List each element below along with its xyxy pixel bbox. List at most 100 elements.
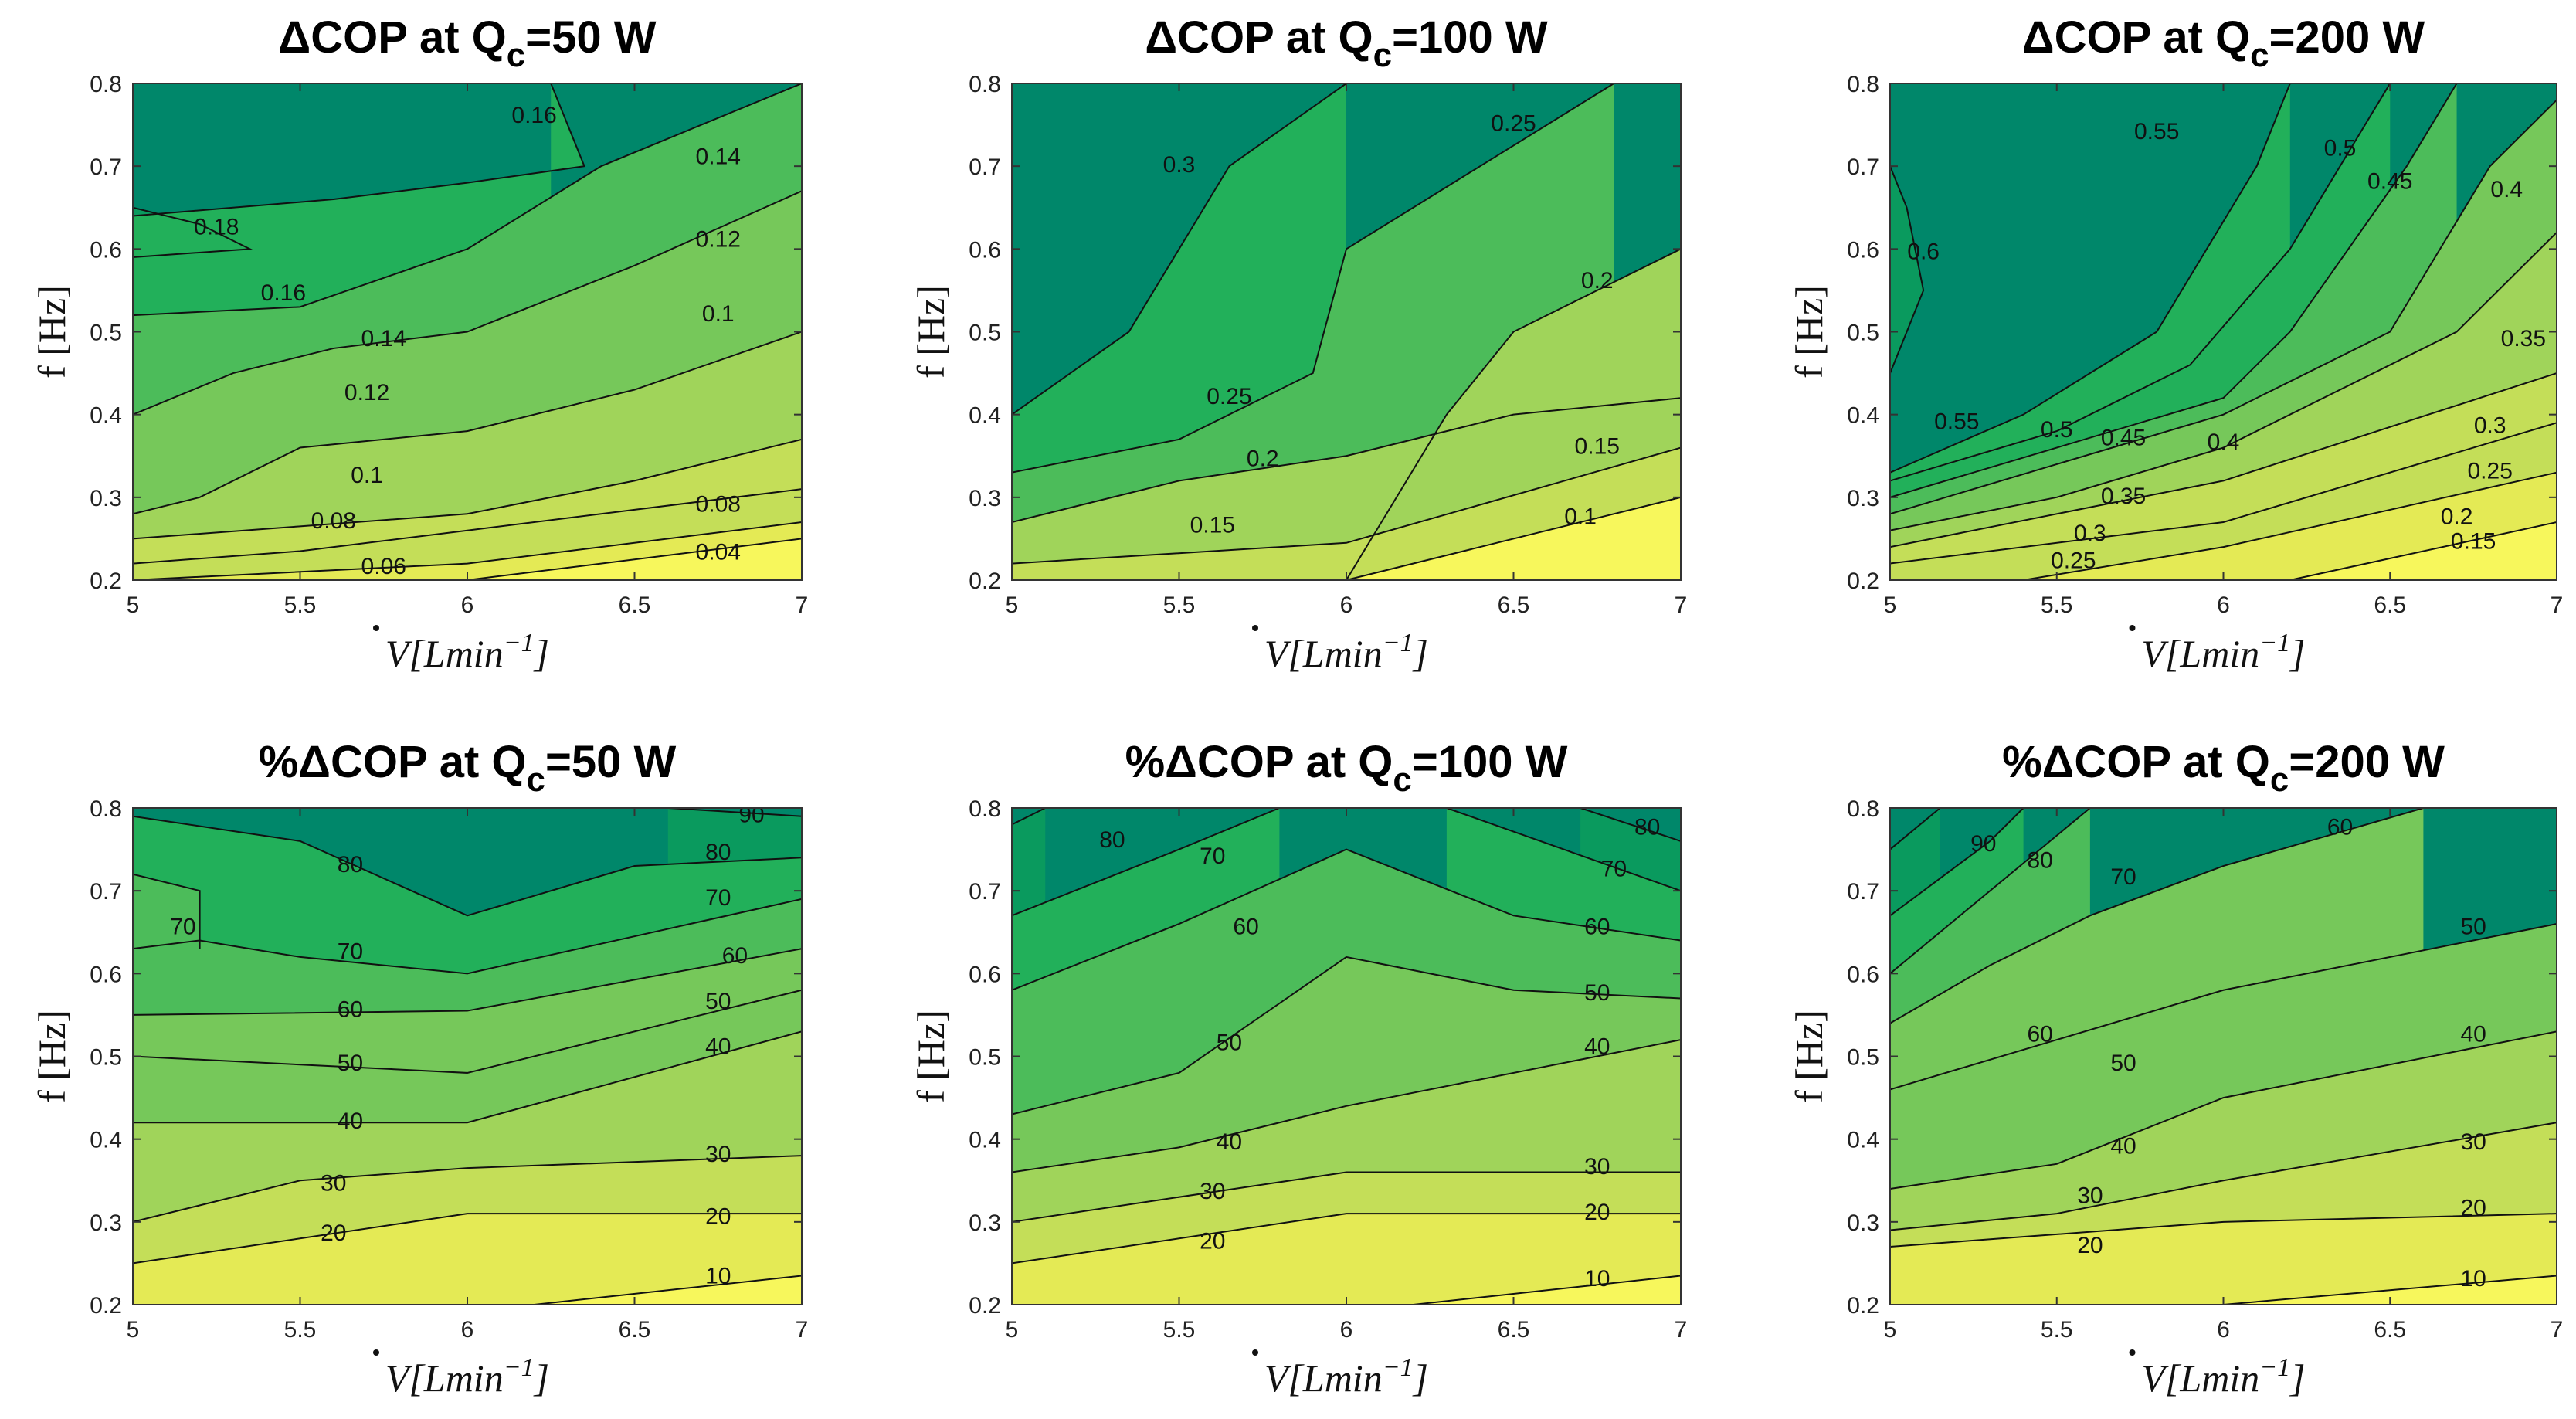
contour-line-30 — [1890, 1122, 2557, 1231]
contour-line-0.06 — [133, 521, 802, 580]
x-label-dot — [2129, 1349, 2136, 1356]
contour-label: 0.15 — [2451, 529, 2496, 555]
contour-label: 30 — [705, 1142, 731, 1167]
contour-line-90 — [667, 808, 802, 817]
x-axis-label: V[Lmin−1] — [385, 1353, 549, 1400]
contour-line-60 — [1012, 848, 1681, 991]
contour-label: 80 — [1099, 827, 1125, 853]
contour-line-0.08 — [133, 438, 802, 540]
x-tick-label: 7 — [2551, 1317, 2564, 1343]
contour-label: 0.14 — [361, 326, 406, 351]
contour-fill-group: 90 80 70 60 60 50 50 40 40 30 30 20 20 10 — [1890, 808, 2557, 1305]
contour-label: 60 — [1233, 914, 1258, 939]
x-tick-label: 5 — [1884, 1317, 1897, 1343]
contour-line-0.2 — [2023, 471, 2557, 580]
contour-line-0.2 — [1346, 248, 1681, 580]
contour-line-0.5 — [1890, 83, 2391, 482]
contour-label: 60 — [722, 943, 748, 969]
x-tick-label: 6 — [2217, 592, 2230, 618]
y-tick-label: 0.8 — [969, 72, 1001, 97]
contour-line-50 — [133, 989, 802, 1074]
y-tick-label: 0.3 — [90, 1210, 122, 1236]
x-tick-label: 6 — [2217, 1317, 2230, 1343]
x-label-dot — [373, 625, 379, 631]
contour-label: 70 — [170, 914, 195, 939]
contour-band-20 — [133, 1214, 802, 1305]
y-tick-label: 0.6 — [1847, 237, 1879, 263]
y-tick-label: 0.8 — [1847, 796, 1879, 822]
contour-line-20 — [1890, 1213, 2557, 1248]
contour-label: 0.2 — [2441, 504, 2473, 530]
x-axis-label: V[Lmin−1] — [1264, 1353, 1428, 1400]
contour-line-20 — [1012, 1213, 1681, 1265]
panel-title: ΔCOP at Qc=200 W — [2022, 12, 2425, 74]
contour-label: 70 — [338, 939, 363, 964]
x-tick-label: 5.5 — [284, 592, 317, 618]
contour-fill-group: 0.550.50.45 0.40.60.350.55 0.5 0.45 0.40.30.… — [1890, 83, 2557, 580]
panel-title: %ΔCOP at Qc=50 W — [259, 737, 677, 799]
contour-label: 0.25 — [2051, 548, 2096, 573]
contour-line-90 — [1890, 808, 1941, 850]
contour-line-0.16 — [133, 83, 585, 217]
y-tick-label: 0.5 — [90, 1045, 122, 1071]
contour-label: 30 — [2077, 1183, 2103, 1209]
y-tick-label: 0.5 — [90, 321, 122, 346]
x-label-dot — [1252, 625, 1258, 631]
contour-label: 0.04 — [696, 540, 741, 565]
contour-line-0.12 — [133, 190, 802, 416]
contour-line-30 — [133, 1155, 802, 1223]
contour-band-0.6 — [1890, 166, 1924, 580]
contour-label: 80 — [1634, 815, 1660, 840]
contour-line-70 — [133, 873, 201, 949]
contour-line-0.3 — [1890, 372, 2557, 548]
contour-label: 40 — [2460, 1022, 2486, 1047]
y-tick-label: 0.2 — [1847, 1293, 1879, 1319]
contour-label: 40 — [705, 1034, 731, 1060]
contour-label: 0.5 — [2041, 417, 2073, 443]
contour-line-0.2 — [1012, 397, 1681, 523]
contour-label: 0.6 — [1907, 239, 1940, 265]
y-tick-label: 0.6 — [90, 962, 122, 987]
contour-line-0.1 — [1346, 496, 1681, 580]
contour-line-70 — [1012, 808, 1280, 917]
contour-line-0.55 — [1890, 83, 2291, 474]
x-tick-label: 6.5 — [1498, 1317, 1530, 1343]
y-tick-label: 0.3 — [1847, 1210, 1879, 1236]
contour-label: 40 — [1217, 1129, 1242, 1155]
y-tick-label: 0.8 — [969, 796, 1001, 822]
contour-label: 80 — [2027, 848, 2052, 874]
contour-line-70 — [1446, 808, 1681, 892]
y-tick-label: 0.7 — [90, 879, 122, 905]
contour-line-0.45 — [1890, 83, 2458, 498]
contour-label: 0.35 — [2101, 484, 2146, 509]
panel-3: 0.550.50.45 0.40.60.350.55 0.5 0.45 0.40.30.… — [1787, 12, 2563, 675]
contour-band-10 — [534, 1275, 802, 1305]
contour-line-0.1 — [133, 331, 802, 515]
x-tick-label: 6.5 — [619, 1317, 651, 1343]
contour-line-0.25 — [1012, 83, 1614, 474]
panel-title: %ΔCOP at Qc=100 W — [1125, 737, 1568, 799]
contour-line-10 — [1413, 1275, 1681, 1305]
contour-label: 0.3 — [2074, 521, 2106, 546]
y-tick-label: 0.5 — [969, 1045, 1001, 1071]
contour-label: 40 — [338, 1108, 363, 1134]
y-tick-label: 0.4 — [1847, 403, 1879, 429]
contour-label: 20 — [321, 1220, 346, 1246]
contour-label: 0.35 — [2501, 326, 2546, 351]
contour-line-50 — [1890, 923, 2557, 1091]
contour-label: 0.18 — [194, 214, 239, 239]
contour-fill-group: 80 70 60 50 40 30 20 80 70 60 50 40 30 20 10 — [1012, 808, 1681, 1305]
contour-line-70 — [133, 898, 802, 975]
contour-label: 0.15 — [1190, 512, 1235, 538]
y-tick-label: 0.5 — [1847, 1045, 1879, 1071]
x-label-dot — [373, 1349, 379, 1356]
x-axis-label: V[Lmin−1] — [2141, 629, 2305, 675]
panel-2: 0.30.250.20.250.2 0.150.15 0.15 5.5 6 6.5 70.2… — [909, 12, 1687, 675]
x-axis-label: V[Lmin−1] — [1264, 629, 1428, 675]
contour-label: 60 — [1584, 914, 1610, 939]
contour-label: 20 — [1200, 1229, 1225, 1254]
contour-line-0.4 — [1890, 99, 2557, 515]
y-tick-label: 0.2 — [1847, 569, 1879, 594]
contour-label: 0.25 — [1207, 384, 1251, 409]
y-tick-label: 0.3 — [969, 486, 1001, 511]
